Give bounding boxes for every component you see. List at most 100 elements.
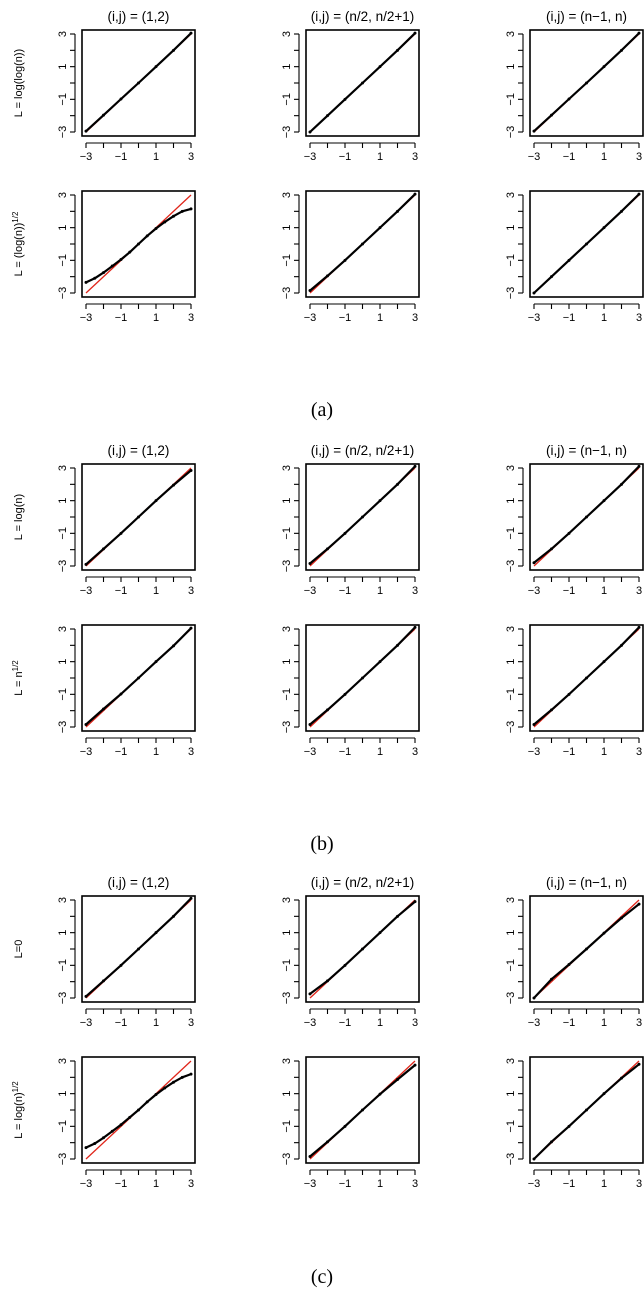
data-point: [154, 1092, 158, 1096]
data-point: [84, 129, 88, 133]
x-tick-label: 3: [188, 585, 194, 597]
x-tick-label: 3: [636, 1017, 642, 1029]
data-point: [172, 483, 175, 487]
data-point: [102, 547, 105, 551]
data-point: [180, 1075, 184, 1079]
x-tick-label: −3: [304, 1178, 317, 1190]
y-tick-label: −3: [505, 1153, 517, 1166]
x-tick-label: 1: [601, 1017, 607, 1029]
data-point: [180, 209, 184, 213]
y-tick-label: −1: [57, 959, 69, 972]
qq-plot: −3 −1 1 3 −3 −1 1 3: [281, 1056, 420, 1190]
row-label: L = log(log(n)): [13, 49, 25, 117]
plot-frame: [305, 1056, 420, 1164]
y-tick-label: −1: [57, 254, 69, 267]
column-title: (i,j) = (n/2, n/2+1): [311, 9, 415, 24]
plot-frame: [81, 29, 196, 137]
y-tick-label: 1: [281, 1091, 293, 1097]
data-point: [308, 562, 312, 566]
qq-plot: −3 −1 1 3 −3 −1 1 3: [281, 190, 420, 324]
data-point: [378, 499, 382, 503]
data-point: [172, 48, 175, 52]
qq-plot: −3 −1 1 3 −3 −1 1 3: [57, 624, 196, 758]
x-tick-label: −1: [115, 746, 128, 758]
qq-plot: −3 −1 1 3 −3 −1 1 3: [57, 1056, 196, 1190]
x-tick-label: −3: [304, 312, 317, 324]
data-point: [119, 963, 123, 967]
x-tick-label: 1: [377, 312, 383, 324]
y-tick-label: 1: [505, 498, 517, 504]
x-tick-label: −3: [528, 151, 541, 163]
y-tick-label: −1: [281, 93, 293, 106]
x-tick-label: 3: [188, 151, 194, 163]
y-tick-label: −1: [505, 254, 517, 267]
data-point: [602, 660, 606, 664]
y-tick-label: −1: [505, 959, 517, 972]
y-tick-label: 3: [281, 626, 293, 632]
x-tick-label: −1: [563, 585, 576, 597]
y-tick-label: −3: [505, 287, 517, 300]
y-tick-label: 1: [281, 64, 293, 70]
x-tick-label: 1: [153, 1017, 159, 1029]
x-tick-label: 3: [412, 312, 418, 324]
y-tick-label: −1: [505, 1120, 517, 1133]
data-point: [567, 1124, 571, 1128]
data-point: [637, 625, 641, 629]
subfigure-caption: (a): [311, 399, 333, 421]
data-point: [378, 1092, 382, 1096]
data-point: [585, 242, 588, 246]
qq-plot: −3 −1 1 3 −3 −1 1 3: [57, 463, 196, 597]
data-point: [172, 1080, 175, 1084]
x-tick-label: 1: [153, 746, 159, 758]
x-tick-label: −3: [304, 585, 317, 597]
data-point: [189, 1072, 193, 1076]
x-tick-label: −1: [115, 585, 128, 597]
data-point: [102, 113, 105, 117]
data-point: [119, 258, 123, 262]
x-tick-label: 3: [412, 1178, 418, 1190]
x-tick-label: −1: [339, 151, 352, 163]
x-tick-label: −1: [339, 1017, 352, 1029]
x-tick-label: −3: [304, 151, 317, 163]
x-tick-label: 3: [636, 585, 642, 597]
data-point: [102, 1136, 105, 1140]
data-point: [137, 947, 140, 951]
data-point: [602, 65, 606, 69]
y-tick-label: 3: [505, 897, 517, 903]
y-tick-label: −3: [281, 721, 293, 734]
plot-frame: [81, 895, 196, 1003]
data-point: [532, 723, 536, 727]
data-point: [154, 931, 158, 935]
data-point: [343, 531, 347, 535]
qq-plot: −3 −1 1 3 −3 −1 1 3: [281, 624, 420, 758]
y-tick-label: −1: [281, 688, 293, 701]
y-tick-label: 1: [505, 930, 517, 936]
data-point: [550, 275, 553, 279]
data-point: [102, 979, 105, 983]
y-tick-label: 3: [281, 897, 293, 903]
column-title: (i,j) = (1,2): [108, 443, 170, 458]
y-tick-label: 3: [505, 465, 517, 471]
sample-quantiles: [532, 626, 641, 726]
column-title: (i,j) = (n/2, n/2+1): [311, 443, 415, 458]
plot-frame: [81, 624, 196, 732]
row-label: L = (log(n))1/2: [11, 211, 25, 276]
data-point: [145, 234, 149, 238]
data-point: [189, 31, 193, 35]
y-tick-label: −3: [505, 992, 517, 1005]
data-point: [637, 464, 641, 468]
data-point: [343, 963, 347, 967]
data-point: [137, 81, 140, 85]
x-tick-label: −3: [528, 746, 541, 758]
data-point: [620, 916, 623, 920]
data-point: [110, 1129, 114, 1133]
data-point: [532, 1157, 536, 1161]
data-point: [343, 97, 347, 101]
sample-quantiles: [84, 897, 193, 998]
data-point: [361, 1108, 364, 1112]
y-tick-label: −3: [281, 560, 293, 573]
x-tick-label: −1: [115, 1017, 128, 1029]
qq-plot: −3 −1 1 3 −3 −1 1 3: [505, 463, 644, 597]
data-point: [110, 264, 114, 268]
